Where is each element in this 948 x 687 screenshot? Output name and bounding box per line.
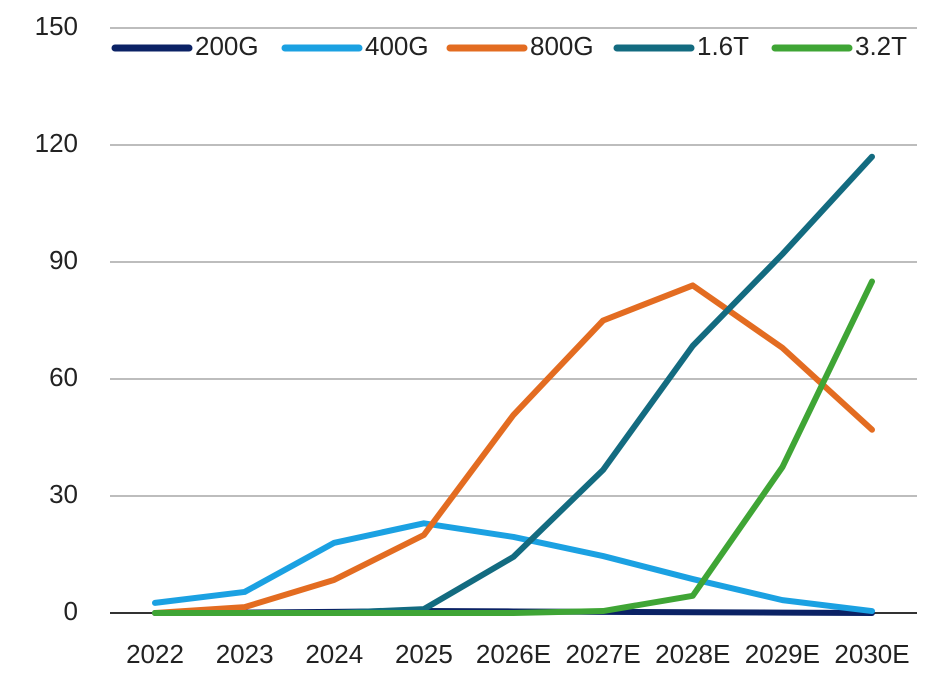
x-tick-label: 2028E — [655, 639, 730, 669]
legend-label: 1.6T — [697, 31, 749, 61]
y-tick-label: 30 — [49, 479, 78, 509]
series-line — [152, 520, 875, 615]
legend-label: 400G — [365, 31, 429, 61]
x-tick-label: 2029E — [745, 639, 820, 669]
y-tick-label: 90 — [49, 245, 78, 275]
series-line — [152, 282, 875, 616]
y-tick-label: 0 — [64, 596, 78, 626]
series-line — [152, 153, 875, 616]
legend-label: 800G — [530, 31, 594, 61]
x-tick-label: 2026E — [476, 639, 551, 669]
x-tick-label: 2022 — [126, 639, 184, 669]
x-tick-label: 2023 — [216, 639, 274, 669]
y-tick-label: 120 — [35, 128, 78, 158]
legend-label: 200G — [195, 31, 259, 61]
y-tick-label: 150 — [35, 11, 78, 41]
legend-label: 3.2T — [855, 31, 907, 61]
x-tick-label: 2025 — [395, 639, 453, 669]
y-tick-label: 60 — [49, 362, 78, 392]
x-tick-label: 2024 — [305, 639, 363, 669]
series-line — [152, 278, 875, 616]
x-tick-label: 2027E — [566, 639, 641, 669]
x-tick-label: 2030E — [834, 639, 909, 669]
